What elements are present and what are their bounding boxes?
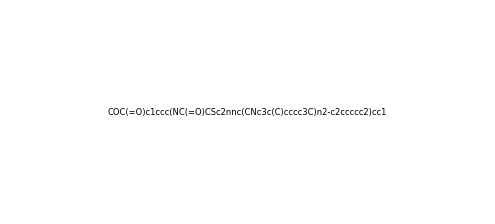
Text: COC(=O)c1ccc(NC(=O)CSc2nnc(CNc3c(C)cccc3C)n2-c2ccccc2)cc1: COC(=O)c1ccc(NC(=O)CSc2nnc(CNc3c(C)cccc3… xyxy=(108,108,387,116)
